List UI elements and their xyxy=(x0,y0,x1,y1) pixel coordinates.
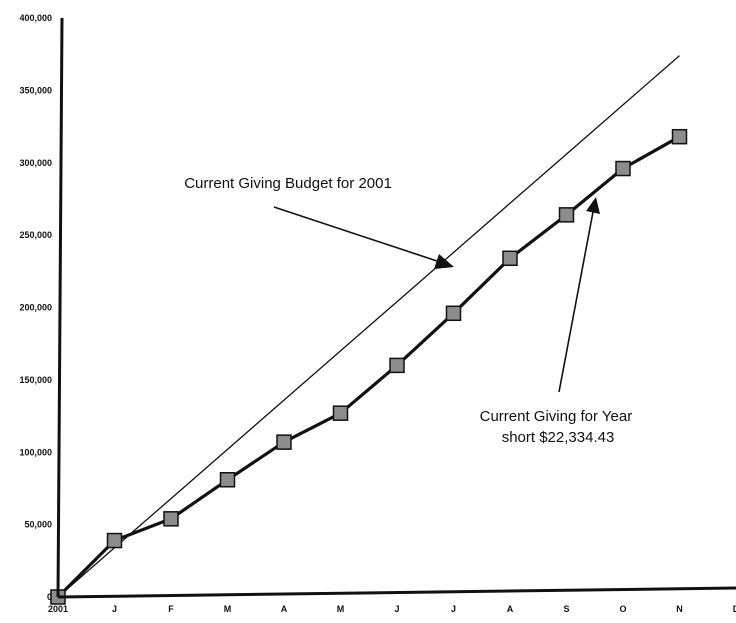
y-tick-label: 100,000 xyxy=(19,447,52,457)
y-tick-label: 0 xyxy=(47,592,52,602)
y-tick-label: 300,000 xyxy=(19,158,52,168)
annotations: Current Giving Budget for 2001 Current G… xyxy=(184,175,637,446)
y-axis-ticks: 0 50,000 100,000 150,000 200,000 250,000 300,0… xyxy=(19,13,52,602)
y-tick-label: 250,000 xyxy=(19,230,52,240)
budget-annotation: Current Giving Budget for 2001 xyxy=(184,175,392,192)
x-axis-ticks: 2001 J F M A M J J A S O N D xyxy=(48,604,736,614)
giving-series-line xyxy=(56,135,681,599)
giving-data-point xyxy=(558,207,575,223)
budget-series-line xyxy=(57,55,680,598)
giving-data-point xyxy=(671,128,688,145)
x-tick-label: D xyxy=(733,604,736,614)
giving-data-point xyxy=(219,472,236,488)
giving-annotation-arrow xyxy=(558,211,594,393)
giving-arrowhead xyxy=(586,197,600,214)
x-tick-label: F xyxy=(168,604,174,614)
budget-arrowhead xyxy=(434,254,454,269)
x-tick-label: 2001 xyxy=(48,604,68,614)
giving-data-point xyxy=(502,250,518,267)
giving-data-point xyxy=(445,305,462,322)
y-tick-label: 50,000 xyxy=(24,520,52,530)
y-tick-label: 150,000 xyxy=(19,375,52,385)
x-tick-label: J xyxy=(112,604,117,614)
giving-data-point xyxy=(106,532,123,549)
budget-annotation-line-1: Current Giving Budget for 2001 xyxy=(184,175,392,192)
x-tick-label: J xyxy=(451,604,456,614)
giving-annotation-line-1: Current Giving for Year xyxy=(480,408,633,425)
y-axis-line xyxy=(56,17,64,598)
x-tick-label: A xyxy=(281,604,288,614)
axes xyxy=(56,17,736,599)
x-tick-label: M xyxy=(224,604,232,614)
giving-data-point xyxy=(615,160,631,177)
budget-annotation-arrow xyxy=(273,206,441,263)
giving-annotation: Current Giving for Year short $22,334.43 xyxy=(480,408,637,446)
y-tick-label: 400,000 xyxy=(19,13,52,23)
x-tick-label: S xyxy=(563,604,569,614)
y-tick-label: 350,000 xyxy=(19,85,52,95)
x-tick-label: M xyxy=(337,604,345,614)
series-layer xyxy=(50,55,688,605)
x-tick-label: O xyxy=(619,604,626,614)
x-tick-label: J xyxy=(394,604,399,614)
x-axis-line xyxy=(57,586,736,599)
giving-annotation-line-2: short $22,334.43 xyxy=(502,429,615,446)
x-tick-label: N xyxy=(676,604,683,614)
giving-data-point xyxy=(163,511,179,527)
giving-data-point xyxy=(276,434,292,450)
giving-data-point xyxy=(389,357,405,374)
y-tick-label: 200,000 xyxy=(19,303,52,313)
x-tick-label: A xyxy=(507,604,514,614)
giving-data-point xyxy=(332,405,349,421)
